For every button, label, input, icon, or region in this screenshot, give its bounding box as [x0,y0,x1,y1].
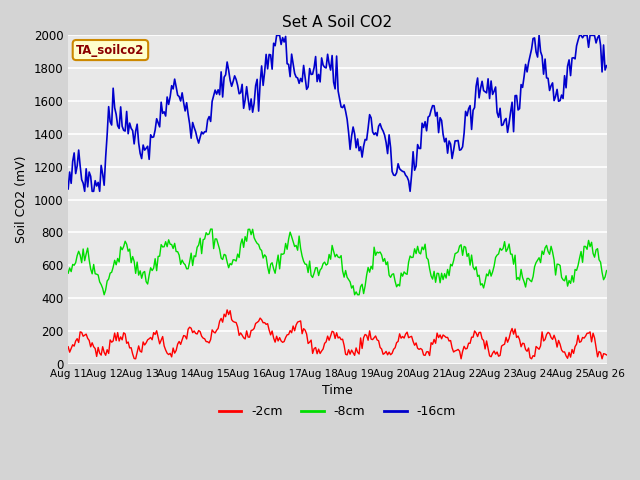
Text: TA_soilco2: TA_soilco2 [76,44,145,57]
Legend: -2cm, -8cm, -16cm: -2cm, -8cm, -16cm [214,400,461,423]
Title: Set A Soil CO2: Set A Soil CO2 [282,15,392,30]
X-axis label: Time: Time [322,384,353,397]
Y-axis label: Soil CO2 (mV): Soil CO2 (mV) [15,156,28,243]
